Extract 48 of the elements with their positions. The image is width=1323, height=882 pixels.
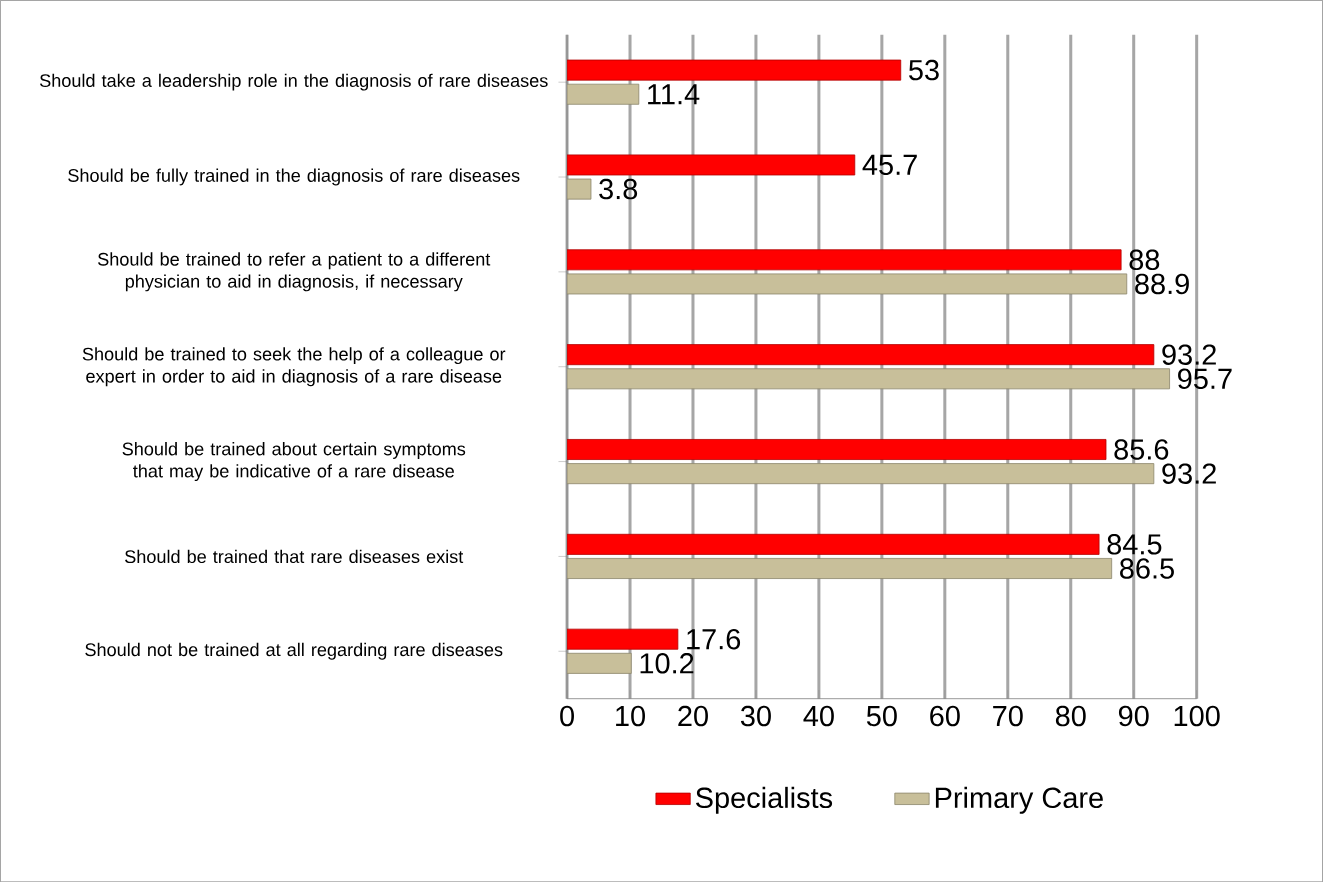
data-label: 86.5 (1120, 558, 1174, 579)
bar (567, 438, 1107, 460)
data-label: 93.2 (1162, 463, 1216, 484)
y-tick-label: Should be trained to seek the help of a colleague or expert in order to aid in diagnosis of a rare disease (82, 347, 506, 387)
x-tick-label: 20 (678, 705, 708, 727)
x-tick-label: 10 (616, 705, 645, 727)
data-label: 85.6 (1114, 439, 1169, 460)
x-tick-label: 30 (740, 705, 771, 727)
bar (567, 533, 1100, 555)
data-label: 11.4 (648, 84, 700, 105)
data-label: 88 (1129, 249, 1160, 270)
data-label: 88.9 (1135, 273, 1189, 295)
legend-label: Specialists (696, 786, 833, 814)
y-tick-label: Should be trained about certain symptoms that may be indicative of a rare disease (122, 441, 466, 481)
x-tick-label: 0 (560, 705, 574, 727)
x-tick-label: 40 (803, 705, 834, 727)
data-label: 10.2 (640, 652, 694, 674)
x-tick-label: 90 (1118, 705, 1149, 727)
data-label: 95.7 (1178, 368, 1232, 389)
bar (567, 368, 1170, 390)
y-tick-label: Should be fully trained in the diagnosis of rare diseases (68, 168, 520, 186)
bar (567, 628, 679, 650)
data-label: 93.2 (1162, 344, 1216, 365)
legend-label: Primary Care (935, 786, 1103, 814)
bar (567, 178, 592, 200)
bar (567, 154, 856, 176)
bar (567, 83, 640, 105)
y-tick-label: Should be trained to refer a patient to a different physician to aid in diagnosis, if necessary (98, 252, 491, 292)
y-tick-label: Should be trained that rare diseases exist (125, 549, 464, 563)
x-tick-label: 50 (866, 705, 897, 727)
data-label: 84.5 (1107, 533, 1162, 555)
x-tick-label: 80 (1055, 705, 1086, 727)
bar (567, 59, 902, 81)
bar (567, 273, 1128, 295)
data-label: 3.8 (599, 178, 638, 200)
bar (567, 652, 632, 674)
x-tick-label: 100 (1174, 705, 1220, 727)
x-tick-label: 60 (930, 705, 960, 727)
x-tick-label: 70 (993, 705, 1023, 727)
bar (567, 344, 1155, 365)
bar (567, 463, 1155, 484)
bar (567, 249, 1122, 271)
data-label: 53 (909, 59, 939, 81)
data-label: 17.6 (687, 628, 741, 650)
data-label: 45.7 (862, 154, 917, 175)
bar (567, 557, 1113, 579)
y-tick-label: Should take a leadership role in the diagnosis of rare diseases (39, 73, 548, 91)
y-tick-label: Should not be trained at all regarding rare diseases (85, 642, 503, 660)
